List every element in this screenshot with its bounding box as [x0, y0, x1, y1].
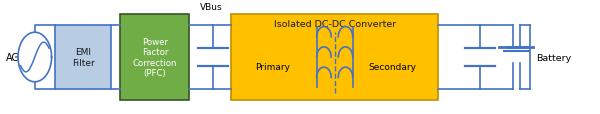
Text: EMI
Filter: EMI Filter — [71, 48, 94, 67]
Text: Power
Factor
Correction
(PFC): Power Factor Correction (PFC) — [133, 38, 177, 77]
Text: Isolated DC-DC Converter: Isolated DC-DC Converter — [274, 20, 396, 28]
Text: AC: AC — [5, 53, 19, 62]
Bar — [231, 15, 437, 100]
Bar — [55, 26, 112, 89]
Text: Secondary: Secondary — [369, 62, 417, 71]
Text: VBus: VBus — [200, 3, 223, 12]
Text: Battery: Battery — [536, 53, 572, 62]
Text: Primary: Primary — [256, 62, 290, 71]
Bar — [121, 15, 189, 100]
